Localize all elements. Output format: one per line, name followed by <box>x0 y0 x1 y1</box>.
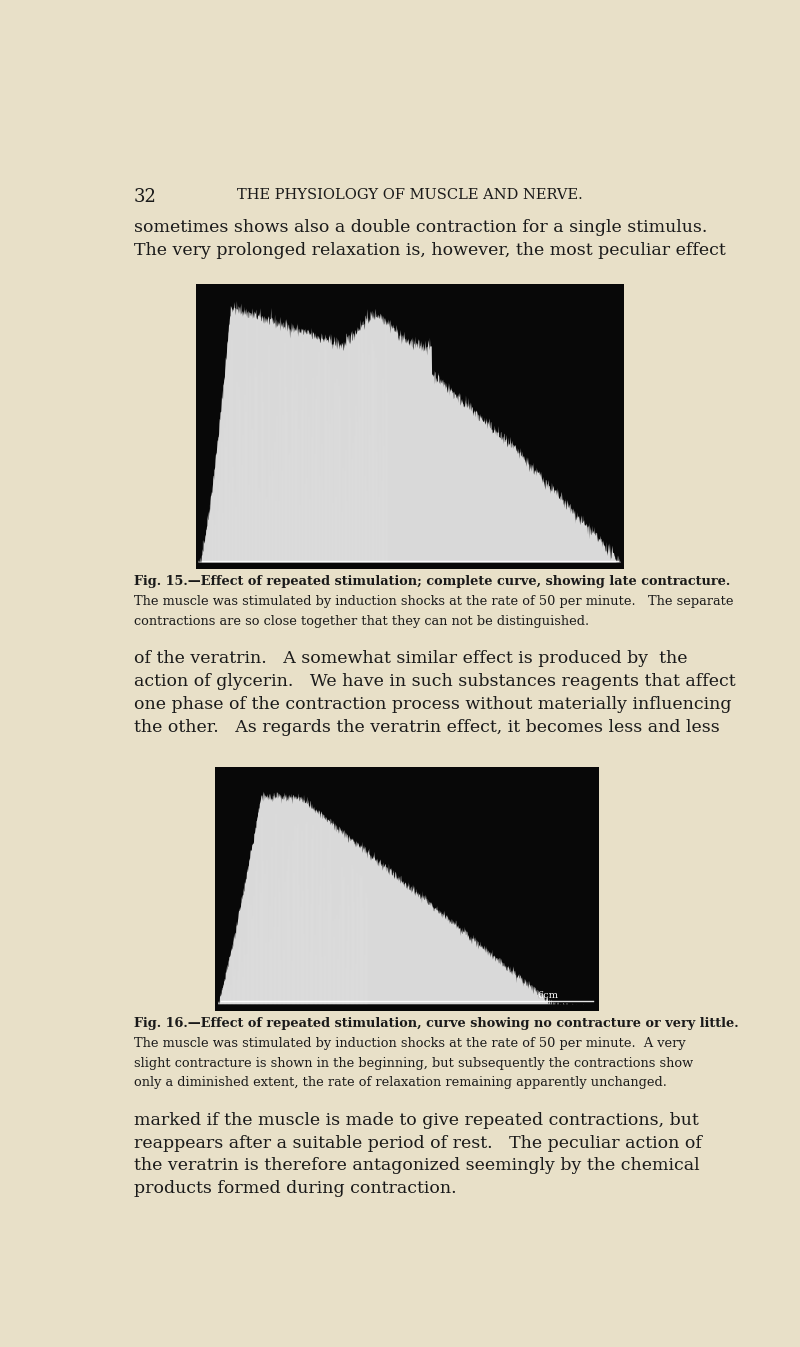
Text: slight contracture is shown in the beginning, but subsequently the contractions : slight contracture is shown in the begin… <box>134 1057 694 1070</box>
Bar <box>214 768 599 1012</box>
Text: reappears after a suitable period of rest.   The peculiar action of: reappears after a suitable period of res… <box>134 1134 702 1152</box>
Text: action of glycerin.   We have in such substances reagents that affect: action of glycerin. We have in such subs… <box>134 674 736 690</box>
Text: THE PHYSIOLOGY OF MUSCLE AND NERVE.: THE PHYSIOLOGY OF MUSCLE AND NERVE. <box>237 187 583 202</box>
Text: The muscle was stimulated by induction shocks at the rate of 50 per minute.   Th: The muscle was stimulated by induction s… <box>134 595 734 609</box>
Text: one phase of the contraction process without materially influencing: one phase of the contraction process wit… <box>134 696 732 713</box>
Text: sometimes shows also a double contraction for a single stimulus.: sometimes shows also a double contractio… <box>134 218 707 236</box>
Bar <box>196 284 624 570</box>
Text: the veratrin is therefore antagonized seemingly by the chemical: the veratrin is therefore antagonized se… <box>134 1157 700 1175</box>
Text: marked if the muscle is made to give repeated contractions, but: marked if the muscle is made to give rep… <box>134 1111 699 1129</box>
Text: The muscle was stimulated by induction shocks at the rate of 50 per minute.  A v: The muscle was stimulated by induction s… <box>134 1037 686 1051</box>
Text: 6cm: 6cm <box>537 991 558 999</box>
Text: Fig. 16.—Effect of repeated stimulation, curve showing no contracture or very li: Fig. 16.—Effect of repeated stimulation,… <box>134 1017 738 1030</box>
Text: of the veratrin.   A somewhat similar effect is produced by  the: of the veratrin. A somewhat similar effe… <box>134 651 688 667</box>
Text: Fig. 15.—Effect of repeated stimulation; complete curve, showing late contractur: Fig. 15.—Effect of repeated stimulation;… <box>134 575 730 589</box>
Text: contractions are so close together that they can not be distinguished.: contractions are so close together that … <box>134 614 590 628</box>
Text: 32: 32 <box>134 187 157 206</box>
Text: the other.   As regards the veratrin effect, it becomes less and less: the other. As regards the veratrin effec… <box>134 718 720 735</box>
Text: The very prolonged relaxation is, however, the most peculiar effect: The very prolonged relaxation is, howeve… <box>134 241 726 259</box>
Text: products formed during contraction.: products formed during contraction. <box>134 1180 457 1197</box>
Text: only a diminished extent, the rate of relaxation remaining apparently unchanged.: only a diminished extent, the rate of re… <box>134 1076 667 1090</box>
